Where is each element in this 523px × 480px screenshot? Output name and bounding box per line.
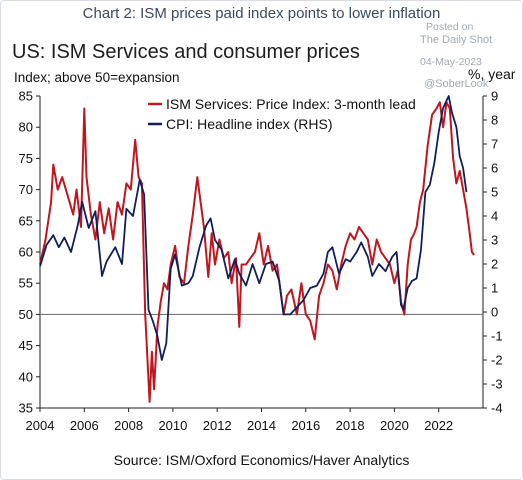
x-tick-label: 2014 bbox=[247, 418, 276, 433]
chart-title: US: ISM Services and consumer prices bbox=[12, 41, 360, 63]
x-tick-label: 2004 bbox=[26, 418, 55, 433]
header-title: Chart 2: ISM prices paid index points to… bbox=[82, 5, 441, 22]
y-tick-label: 45 bbox=[19, 338, 33, 353]
x-tick-label: 2008 bbox=[114, 418, 143, 433]
watermark-handle: @SoberLook bbox=[424, 78, 489, 90]
y-tick-label: 70 bbox=[19, 182, 33, 197]
y2-tick-label: 9 bbox=[491, 89, 498, 104]
y2-tick-label: 6 bbox=[491, 161, 498, 176]
right-axis-unit: %, year bbox=[468, 66, 516, 82]
y2-tick-label: 5 bbox=[491, 185, 498, 200]
y2-tick-label: 0 bbox=[491, 305, 498, 320]
y2-tick-label: -2 bbox=[491, 353, 503, 368]
watermark-posted: Posted on bbox=[426, 21, 474, 33]
x-tick-label: 2018 bbox=[336, 418, 365, 433]
series-ism-services-line bbox=[39, 101, 475, 403]
y-tick-label: 35 bbox=[19, 401, 33, 416]
x-tick-label: 2022 bbox=[424, 418, 453, 433]
y-tick-label: 60 bbox=[19, 245, 33, 260]
y2-tick-label: 1 bbox=[491, 281, 498, 296]
watermark-site: The Daily Shot bbox=[420, 34, 493, 46]
y2-tick-label: 2 bbox=[491, 257, 498, 272]
y-tick-label: 40 bbox=[19, 369, 33, 384]
x-tick-label: 2012 bbox=[203, 418, 232, 433]
x-tick-label: 2006 bbox=[70, 418, 99, 433]
series-cpi-line bbox=[39, 95, 468, 361]
x-tick-label: 2010 bbox=[158, 418, 187, 433]
legend-label-ism: ISM Services: Price Index: 3-month lead bbox=[166, 96, 416, 112]
chart-header: Chart 2: ISM prices paid index points to… bbox=[0, 0, 523, 30]
y2-tick-label: -4 bbox=[491, 401, 503, 416]
y-tick-label: 80 bbox=[19, 120, 33, 135]
legend-label-cpi: CPI: Headline index (RHS) bbox=[166, 116, 333, 132]
y2-tick-label: 8 bbox=[491, 113, 498, 128]
y-tick-label: 75 bbox=[19, 151, 33, 166]
y2-tick-label: -3 bbox=[491, 377, 503, 392]
watermark-date: 04-May-2023 bbox=[420, 56, 482, 68]
y-tick-label: 55 bbox=[19, 276, 33, 291]
chart-subtitle: Index; above 50=expansion bbox=[14, 70, 180, 85]
y-tick-label: 50 bbox=[19, 307, 33, 322]
y2-tick-label: 7 bbox=[491, 137, 498, 152]
x-tick-label: 2016 bbox=[291, 418, 320, 433]
y-tick-label: 85 bbox=[19, 89, 33, 104]
y-tick-label: 65 bbox=[19, 213, 33, 228]
y2-tick-label: -1 bbox=[491, 329, 503, 344]
source-note: Source: ISM/Oxford Economics/Haver Analy… bbox=[113, 452, 410, 468]
x-tick-label: 2020 bbox=[380, 418, 409, 433]
y2-tick-label: 3 bbox=[491, 233, 498, 248]
y2-tick-label: 4 bbox=[491, 209, 498, 224]
